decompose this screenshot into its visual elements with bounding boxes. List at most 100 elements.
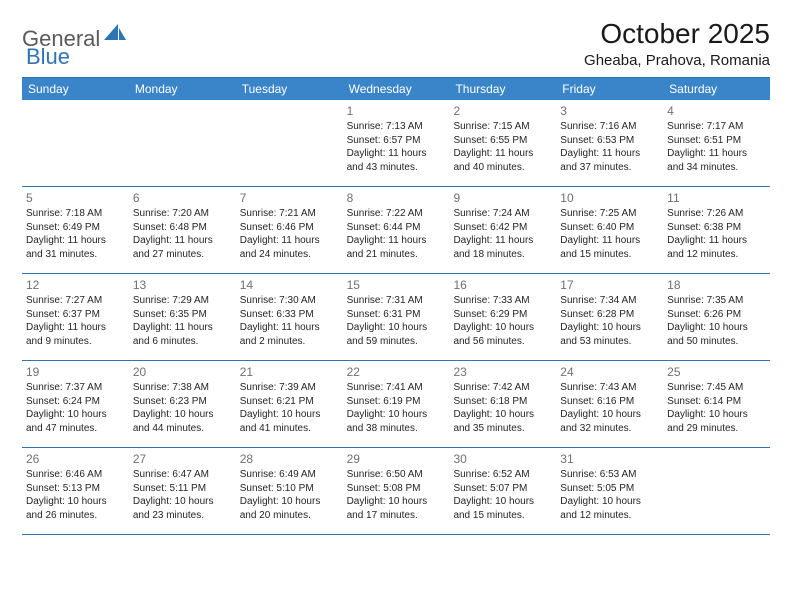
daylight-line: Daylight: 10 hours and 32 minutes. — [560, 408, 659, 435]
day-number: 21 — [240, 364, 339, 380]
daylight-line: Daylight: 10 hours and 29 minutes. — [667, 408, 766, 435]
day-cell: 21Sunrise: 7:39 AMSunset: 6:21 PMDayligh… — [236, 361, 343, 447]
day-number: 10 — [560, 190, 659, 206]
day-number: 11 — [667, 190, 766, 206]
sunset-line: Sunset: 6:53 PM — [560, 134, 659, 148]
sunrise-line: Sunrise: 7:45 AM — [667, 381, 766, 395]
daylight-line: Daylight: 11 hours and 40 minutes. — [453, 147, 552, 174]
sunrise-line: Sunrise: 7:25 AM — [560, 207, 659, 221]
day-number: 25 — [667, 364, 766, 380]
calendar: SundayMondayTuesdayWednesdayThursdayFrid… — [22, 77, 770, 535]
sunrise-line: Sunrise: 7:37 AM — [26, 381, 125, 395]
sunrise-line: Sunrise: 7:41 AM — [347, 381, 446, 395]
sunset-line: Sunset: 6:57 PM — [347, 134, 446, 148]
day-number: 6 — [133, 190, 232, 206]
day-cell: 28Sunrise: 6:49 AMSunset: 5:10 PMDayligh… — [236, 448, 343, 534]
daylight-line: Daylight: 11 hours and 6 minutes. — [133, 321, 232, 348]
daylight-line: Daylight: 11 hours and 15 minutes. — [560, 234, 659, 261]
daylight-line: Daylight: 10 hours and 59 minutes. — [347, 321, 446, 348]
sunset-line: Sunset: 6:29 PM — [453, 308, 552, 322]
sunrise-line: Sunrise: 7:17 AM — [667, 120, 766, 134]
day-cell: 20Sunrise: 7:38 AMSunset: 6:23 PMDayligh… — [129, 361, 236, 447]
weekday-header: Wednesday — [343, 78, 450, 100]
daylight-line: Daylight: 11 hours and 24 minutes. — [240, 234, 339, 261]
sunrise-line: Sunrise: 7:31 AM — [347, 294, 446, 308]
daylight-line: Daylight: 10 hours and 17 minutes. — [347, 495, 446, 522]
sunset-line: Sunset: 6:19 PM — [347, 395, 446, 409]
daylight-line: Daylight: 11 hours and 12 minutes. — [667, 234, 766, 261]
sunrise-line: Sunrise: 6:50 AM — [347, 468, 446, 482]
sunset-line: Sunset: 6:28 PM — [560, 308, 659, 322]
daylight-line: Daylight: 10 hours and 38 minutes. — [347, 408, 446, 435]
sunrise-line: Sunrise: 7:18 AM — [26, 207, 125, 221]
week-row: 12Sunrise: 7:27 AMSunset: 6:37 PMDayligh… — [22, 274, 770, 361]
sunrise-line: Sunrise: 7:35 AM — [667, 294, 766, 308]
day-number: 5 — [26, 190, 125, 206]
sunset-line: Sunset: 6:49 PM — [26, 221, 125, 235]
daylight-line: Daylight: 10 hours and 56 minutes. — [453, 321, 552, 348]
logo-sail-icon — [104, 24, 126, 47]
day-number: 29 — [347, 451, 446, 467]
day-cell: 2Sunrise: 7:15 AMSunset: 6:55 PMDaylight… — [449, 100, 556, 186]
sunset-line: Sunset: 6:18 PM — [453, 395, 552, 409]
sunset-line: Sunset: 6:42 PM — [453, 221, 552, 235]
daylight-line: Daylight: 10 hours and 15 minutes. — [453, 495, 552, 522]
week-row: 19Sunrise: 7:37 AMSunset: 6:24 PMDayligh… — [22, 361, 770, 448]
day-cell: 14Sunrise: 7:30 AMSunset: 6:33 PMDayligh… — [236, 274, 343, 360]
day-cell: 3Sunrise: 7:16 AMSunset: 6:53 PMDaylight… — [556, 100, 663, 186]
week-row: 26Sunrise: 6:46 AMSunset: 5:13 PMDayligh… — [22, 448, 770, 535]
day-cell: 9Sunrise: 7:24 AMSunset: 6:42 PMDaylight… — [449, 187, 556, 273]
sunrise-line: Sunrise: 7:22 AM — [347, 207, 446, 221]
week-row: 5Sunrise: 7:18 AMSunset: 6:49 PMDaylight… — [22, 187, 770, 274]
sunrise-line: Sunrise: 7:15 AM — [453, 120, 552, 134]
daylight-line: Daylight: 10 hours and 35 minutes. — [453, 408, 552, 435]
logo-text-blue: Blue — [26, 44, 70, 69]
day-number: 2 — [453, 103, 552, 119]
day-cell: 13Sunrise: 7:29 AMSunset: 6:35 PMDayligh… — [129, 274, 236, 360]
sunset-line: Sunset: 6:46 PM — [240, 221, 339, 235]
sunset-line: Sunset: 6:31 PM — [347, 308, 446, 322]
sunset-line: Sunset: 5:13 PM — [26, 482, 125, 496]
month-title: October 2025 — [584, 18, 770, 50]
day-cell — [236, 100, 343, 186]
sunset-line: Sunset: 6:23 PM — [133, 395, 232, 409]
daylight-line: Daylight: 10 hours and 53 minutes. — [560, 321, 659, 348]
weekday-header: Saturday — [663, 78, 770, 100]
sunset-line: Sunset: 6:16 PM — [560, 395, 659, 409]
sunrise-line: Sunrise: 7:33 AM — [453, 294, 552, 308]
sunrise-line: Sunrise: 6:49 AM — [240, 468, 339, 482]
daylight-line: Daylight: 10 hours and 26 minutes. — [26, 495, 125, 522]
day-cell: 10Sunrise: 7:25 AMSunset: 6:40 PMDayligh… — [556, 187, 663, 273]
sunrise-line: Sunrise: 6:52 AM — [453, 468, 552, 482]
weekday-header: Friday — [556, 78, 663, 100]
sunset-line: Sunset: 6:26 PM — [667, 308, 766, 322]
sunrise-line: Sunrise: 7:42 AM — [453, 381, 552, 395]
header: General October 2025 Gheaba, Prahova, Ro… — [22, 18, 770, 69]
daylight-line: Daylight: 11 hours and 34 minutes. — [667, 147, 766, 174]
day-cell: 22Sunrise: 7:41 AMSunset: 6:19 PMDayligh… — [343, 361, 450, 447]
daylight-line: Daylight: 11 hours and 27 minutes. — [133, 234, 232, 261]
daylight-line: Daylight: 11 hours and 31 minutes. — [26, 234, 125, 261]
sunset-line: Sunset: 6:37 PM — [26, 308, 125, 322]
sunrise-line: Sunrise: 7:26 AM — [667, 207, 766, 221]
sunset-line: Sunset: 6:21 PM — [240, 395, 339, 409]
day-number: 27 — [133, 451, 232, 467]
weekday-header: Monday — [129, 78, 236, 100]
sunrise-line: Sunrise: 7:20 AM — [133, 207, 232, 221]
day-number: 4 — [667, 103, 766, 119]
day-cell: 18Sunrise: 7:35 AMSunset: 6:26 PMDayligh… — [663, 274, 770, 360]
day-cell: 31Sunrise: 6:53 AMSunset: 5:05 PMDayligh… — [556, 448, 663, 534]
day-cell: 5Sunrise: 7:18 AMSunset: 6:49 PMDaylight… — [22, 187, 129, 273]
day-cell: 29Sunrise: 6:50 AMSunset: 5:08 PMDayligh… — [343, 448, 450, 534]
sunrise-line: Sunrise: 6:53 AM — [560, 468, 659, 482]
day-number: 18 — [667, 277, 766, 293]
day-number: 26 — [26, 451, 125, 467]
week-row: 1Sunrise: 7:13 AMSunset: 6:57 PMDaylight… — [22, 100, 770, 187]
day-number: 15 — [347, 277, 446, 293]
day-number: 19 — [26, 364, 125, 380]
day-number: 30 — [453, 451, 552, 467]
day-number: 8 — [347, 190, 446, 206]
day-cell: 30Sunrise: 6:52 AMSunset: 5:07 PMDayligh… — [449, 448, 556, 534]
daylight-line: Daylight: 11 hours and 37 minutes. — [560, 147, 659, 174]
location: Gheaba, Prahova, Romania — [584, 52, 770, 69]
